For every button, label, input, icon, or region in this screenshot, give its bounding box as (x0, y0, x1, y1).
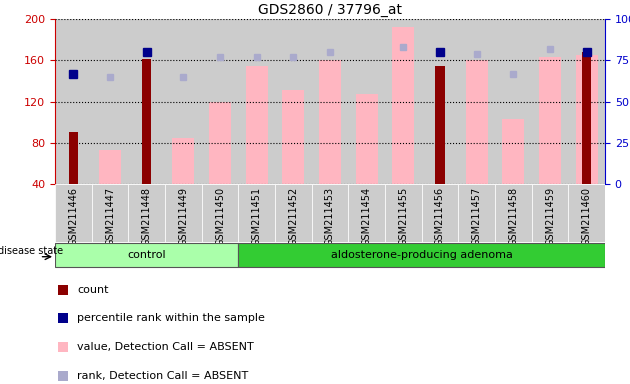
Bar (568, 184, 605, 242)
Bar (275, 184, 312, 242)
Bar (238, 243, 605, 268)
Bar (92, 19, 129, 184)
Bar (348, 19, 385, 184)
Bar (385, 19, 421, 184)
Text: rank, Detection Call = ABSENT: rank, Detection Call = ABSENT (77, 371, 248, 381)
Text: GSM211459: GSM211459 (545, 187, 555, 246)
Text: GSM211447: GSM211447 (105, 187, 115, 246)
Text: GSM211448: GSM211448 (142, 187, 152, 246)
Text: disease state: disease state (0, 246, 63, 257)
Bar (582, 52, 591, 184)
Bar (568, 19, 605, 184)
Text: GSM211455: GSM211455 (398, 187, 408, 247)
Bar (55, 184, 92, 242)
Bar (348, 184, 385, 242)
Text: GSM211449: GSM211449 (178, 187, 188, 246)
Title: GDS2860 / 37796_at: GDS2860 / 37796_at (258, 3, 402, 17)
Bar (576, 55, 598, 184)
Text: GSM211456: GSM211456 (435, 187, 445, 246)
Bar (129, 19, 165, 184)
Bar (202, 184, 238, 242)
Bar (539, 57, 561, 184)
Bar (392, 28, 415, 184)
Bar (319, 61, 341, 184)
Bar (356, 93, 377, 184)
Bar (246, 66, 268, 184)
Bar (312, 184, 348, 242)
Bar (532, 184, 568, 242)
Bar (202, 19, 238, 184)
Text: GSM211460: GSM211460 (581, 187, 592, 246)
Bar (421, 184, 459, 242)
Bar (312, 19, 348, 184)
Bar (165, 184, 202, 242)
Bar (69, 132, 78, 184)
Bar (495, 184, 532, 242)
Bar (421, 19, 459, 184)
Bar (165, 19, 202, 184)
Text: GSM211446: GSM211446 (68, 187, 78, 246)
Text: GSM211453: GSM211453 (325, 187, 335, 246)
Bar (466, 61, 488, 184)
Text: aldosterone-producing adenoma: aldosterone-producing adenoma (331, 250, 513, 260)
Text: percentile rank within the sample: percentile rank within the sample (77, 313, 265, 323)
Bar (459, 19, 495, 184)
Bar (209, 102, 231, 184)
Text: GSM211454: GSM211454 (362, 187, 372, 246)
Text: control: control (127, 250, 166, 260)
Bar (532, 19, 568, 184)
Bar (129, 184, 165, 242)
Bar (275, 19, 312, 184)
Bar (502, 119, 524, 184)
Bar (238, 184, 275, 242)
Text: GSM211457: GSM211457 (472, 187, 482, 247)
Bar (495, 19, 532, 184)
Bar (55, 243, 238, 268)
Bar (459, 184, 495, 242)
Bar (238, 19, 275, 184)
Bar (142, 60, 151, 184)
Bar (55, 19, 92, 184)
Bar (385, 184, 421, 242)
Text: GSM211450: GSM211450 (215, 187, 225, 246)
Text: GSM211451: GSM211451 (251, 187, 261, 246)
Text: count: count (77, 285, 108, 295)
Bar (282, 90, 304, 184)
Bar (435, 66, 445, 184)
Text: GSM211452: GSM211452 (289, 187, 299, 247)
Bar (92, 184, 129, 242)
Text: GSM211458: GSM211458 (508, 187, 518, 246)
Bar (173, 138, 194, 184)
Text: value, Detection Call = ABSENT: value, Detection Call = ABSENT (77, 342, 254, 352)
Bar (99, 150, 121, 184)
